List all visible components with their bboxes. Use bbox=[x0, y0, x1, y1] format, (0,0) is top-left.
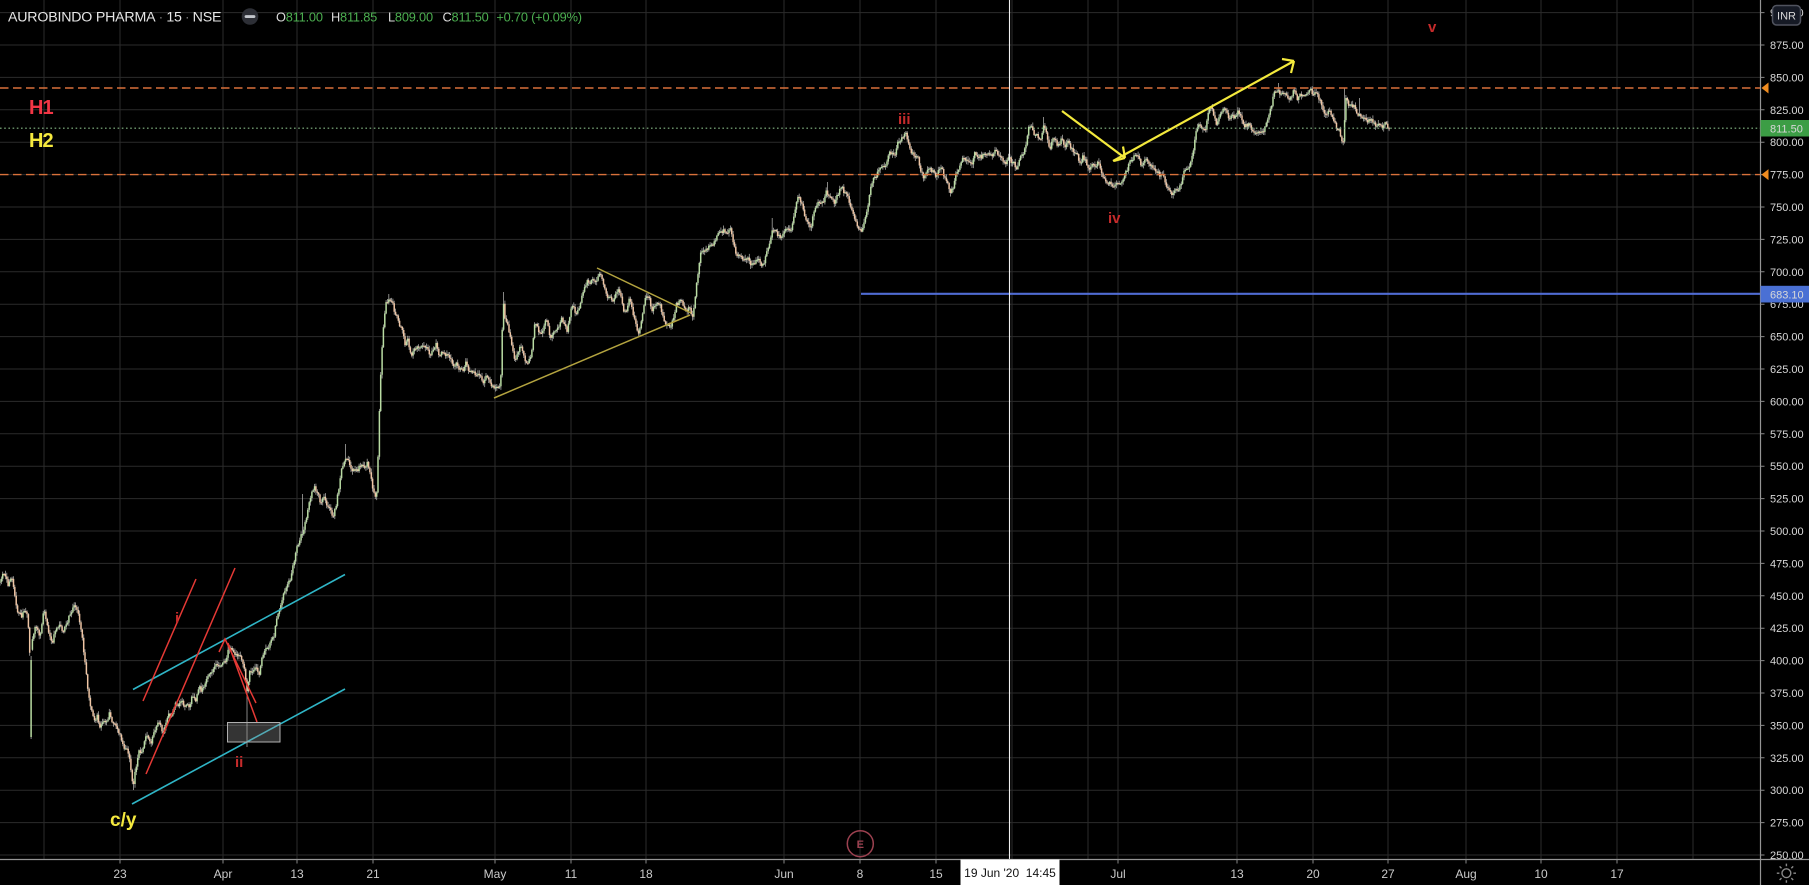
svg-text:475.00: 475.00 bbox=[1770, 558, 1804, 570]
svg-text:550.00: 550.00 bbox=[1770, 461, 1804, 473]
svg-text:250.00: 250.00 bbox=[1770, 850, 1804, 862]
svg-text:17: 17 bbox=[1610, 867, 1624, 881]
svg-text:iv: iv bbox=[1108, 210, 1121, 227]
svg-text:i: i bbox=[175, 610, 179, 627]
svg-text:c/y: c/y bbox=[110, 810, 137, 831]
svg-text:ii: ii bbox=[235, 754, 243, 771]
svg-text:21: 21 bbox=[366, 867, 380, 881]
svg-text:875.00: 875.00 bbox=[1770, 40, 1804, 52]
svg-text:O811.00: O811.00 bbox=[276, 10, 323, 25]
svg-text:Jun: Jun bbox=[774, 867, 793, 881]
svg-text:L809.00: L809.00 bbox=[388, 10, 433, 25]
svg-text:18: 18 bbox=[639, 867, 653, 881]
svg-text:AUROBINDO PHARMA · 15 · NSE: AUROBINDO PHARMA · 15 · NSE bbox=[8, 10, 221, 26]
svg-text:350.00: 350.00 bbox=[1770, 720, 1804, 732]
svg-text:20: 20 bbox=[1306, 867, 1320, 881]
svg-text:275.00: 275.00 bbox=[1770, 818, 1804, 830]
svg-text:525.00: 525.00 bbox=[1770, 494, 1804, 506]
svg-text:H2: H2 bbox=[29, 130, 53, 152]
svg-text:400.00: 400.00 bbox=[1770, 656, 1804, 668]
svg-text:825.00: 825.00 bbox=[1770, 105, 1804, 117]
svg-text:27: 27 bbox=[1381, 867, 1395, 881]
svg-text:300.00: 300.00 bbox=[1770, 785, 1804, 797]
svg-text:11: 11 bbox=[565, 867, 578, 881]
svg-text:+0.70 (+0.09%): +0.70 (+0.09%) bbox=[496, 10, 581, 25]
svg-text:23: 23 bbox=[113, 867, 127, 881]
svg-text:600.00: 600.00 bbox=[1770, 396, 1804, 408]
svg-text:H1: H1 bbox=[29, 97, 53, 119]
svg-text:450.00: 450.00 bbox=[1770, 591, 1804, 603]
svg-text:500.00: 500.00 bbox=[1770, 526, 1804, 538]
svg-text:15: 15 bbox=[929, 867, 943, 881]
svg-text:775.00: 775.00 bbox=[1770, 170, 1804, 182]
svg-text:811.50: 811.50 bbox=[1770, 123, 1803, 135]
svg-text:683.10: 683.10 bbox=[1770, 289, 1804, 301]
svg-text:Apr: Apr bbox=[214, 867, 233, 881]
svg-text:13: 13 bbox=[290, 867, 304, 881]
svg-text:C811.50: C811.50 bbox=[443, 10, 489, 25]
svg-text:650.00: 650.00 bbox=[1770, 332, 1804, 344]
svg-text:425.00: 425.00 bbox=[1770, 623, 1804, 635]
svg-text:INR: INR bbox=[1777, 11, 1796, 23]
svg-text:375.00: 375.00 bbox=[1770, 688, 1804, 700]
svg-text:v: v bbox=[1428, 19, 1437, 36]
svg-text:625.00: 625.00 bbox=[1770, 364, 1804, 376]
svg-text:May: May bbox=[484, 867, 507, 881]
svg-text:325.00: 325.00 bbox=[1770, 753, 1804, 765]
svg-text:575.00: 575.00 bbox=[1770, 429, 1804, 441]
svg-text:iii: iii bbox=[898, 111, 911, 128]
svg-text:19 Jun '20 14:45: 19 Jun '20 14:45 bbox=[964, 866, 1056, 880]
svg-text:Jul: Jul bbox=[1110, 867, 1125, 881]
svg-text:10: 10 bbox=[1534, 867, 1548, 881]
svg-text:800.00: 800.00 bbox=[1770, 137, 1804, 149]
svg-text:700.00: 700.00 bbox=[1770, 267, 1804, 279]
svg-text:Aug: Aug bbox=[1455, 867, 1476, 881]
svg-text:H811.85: H811.85 bbox=[331, 10, 377, 25]
svg-text:750.00: 750.00 bbox=[1770, 202, 1804, 214]
svg-text:850.00: 850.00 bbox=[1770, 72, 1804, 84]
svg-text:E: E bbox=[857, 839, 864, 851]
svg-text:725.00: 725.00 bbox=[1770, 234, 1804, 246]
svg-text:8: 8 bbox=[857, 867, 864, 881]
svg-text:13: 13 bbox=[1230, 867, 1244, 881]
